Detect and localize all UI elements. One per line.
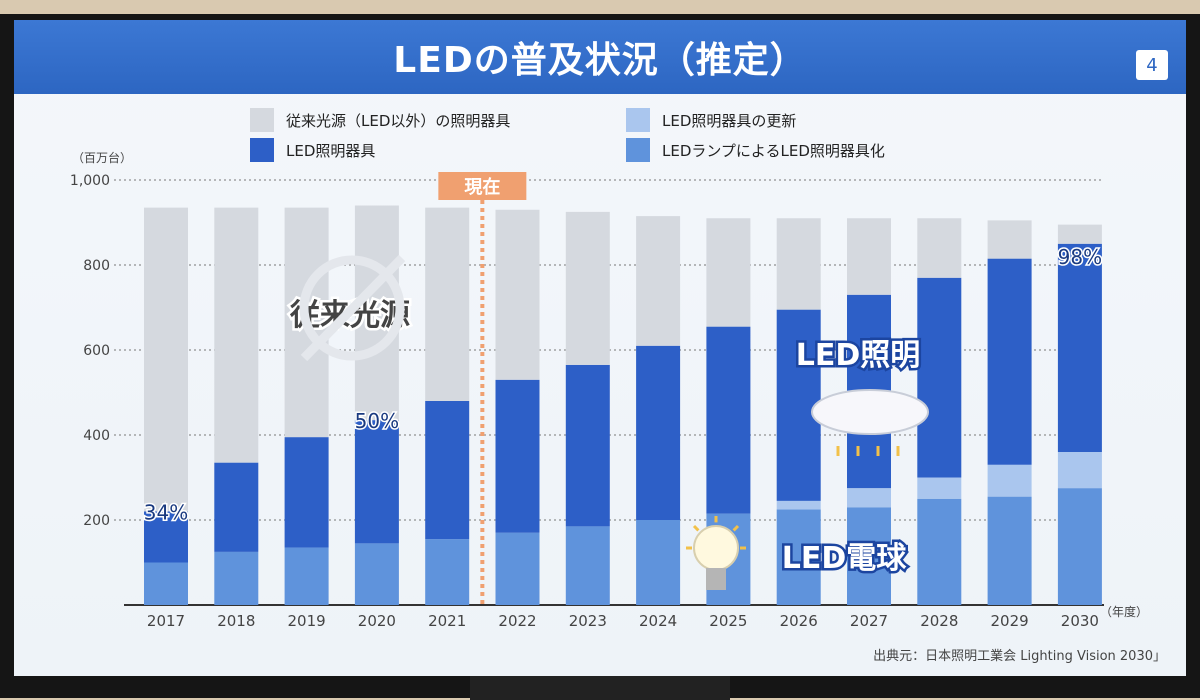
lightbulb-ray-icon [694,526,698,530]
bar-segment [214,208,258,463]
bar-segment [425,208,469,401]
bar-segment [847,218,891,295]
bar-segment [917,218,961,278]
bar-segment [566,212,610,365]
bar-segment [847,488,891,507]
y-tick-label: 600 [83,343,110,359]
bar-segment [636,216,680,346]
bar-segment [988,497,1032,605]
y-tick-label: 400 [83,428,110,444]
bar-segment [988,220,1032,258]
x-tick-label: 2017 [147,612,185,630]
bar-segment [1058,225,1102,244]
bar-segment [777,501,821,510]
x-tick-label: 2020 [358,612,396,630]
led-lighting-label: LED照明 [796,338,921,373]
x-tick-label: 2021 [428,612,466,630]
x-tick-label: 2026 [780,612,818,630]
y-tick-label: 200 [83,513,110,529]
slide-screen: LEDの普及状況（推定） 4 従来光源（LED以外）の照明器具 LED照明器具の… [14,20,1186,676]
bar-segment [144,563,188,606]
bar-segment [496,210,540,380]
x-tick-label: 2018 [217,612,255,630]
pct-label-2017: 34% [144,501,188,525]
bar-segment [214,552,258,605]
now-marker-label: 現在 [464,176,500,198]
pct-label-2030: 98% [1058,245,1102,269]
bar-segment [917,478,961,499]
x-tick-label: 2022 [498,612,536,630]
bar-segment [496,380,540,533]
bar-segment [917,499,961,605]
bar-segment [214,463,258,552]
x-tick-label: 2025 [709,612,747,630]
bar-segment [988,259,1032,465]
pct-label-2020: 50% [355,409,399,433]
bar-segment [496,533,540,605]
bar-segment [566,526,610,605]
lightbulb-icon [694,526,738,570]
bar-segment [1058,244,1102,452]
x-tick-label: 2024 [639,612,677,630]
lightbulb-base-icon [706,568,726,590]
tv-stand [470,676,730,700]
bar-segment [425,539,469,605]
bar-segment [636,346,680,520]
x-tick-label: 2027 [850,612,888,630]
bar-segment [917,278,961,478]
x-tick-label: 2030 [1061,612,1099,630]
led-bulb-label: LED電球 [782,541,908,576]
bar-segment [1058,452,1102,488]
bar-segment [425,401,469,539]
bar-segment [636,520,680,605]
bar-segment [777,218,821,309]
bar-segment [566,365,610,527]
bar-segment [706,327,750,514]
ceiling-light-icon [812,390,928,434]
y-unit-label: （百万台） [72,150,132,165]
source-note: 出典元：日本照明工業会 Lighting Vision 2030」 [873,645,1166,664]
y-tick-label: 1,000 [70,173,110,189]
x-tick-label: 2019 [288,612,326,630]
x-tick-label: 2023 [569,612,607,630]
stacked-bar-chart: 200 400 600 800 1,000 （百万台） 2017 2018 2019 2020 20… [14,20,1186,676]
bar-segment [355,420,399,543]
bar-segment [144,208,188,512]
bar-segment [355,543,399,605]
bar-segment [285,437,329,548]
x-unit-label: （年度） [1100,604,1148,619]
y-tick-label: 800 [83,258,110,274]
bar-segment [1058,488,1102,605]
bar-segment [988,465,1032,497]
x-tick-label: 2029 [991,612,1029,630]
bar-segment [285,548,329,605]
bar-segment [706,218,750,326]
x-tick-label: 2028 [920,612,958,630]
